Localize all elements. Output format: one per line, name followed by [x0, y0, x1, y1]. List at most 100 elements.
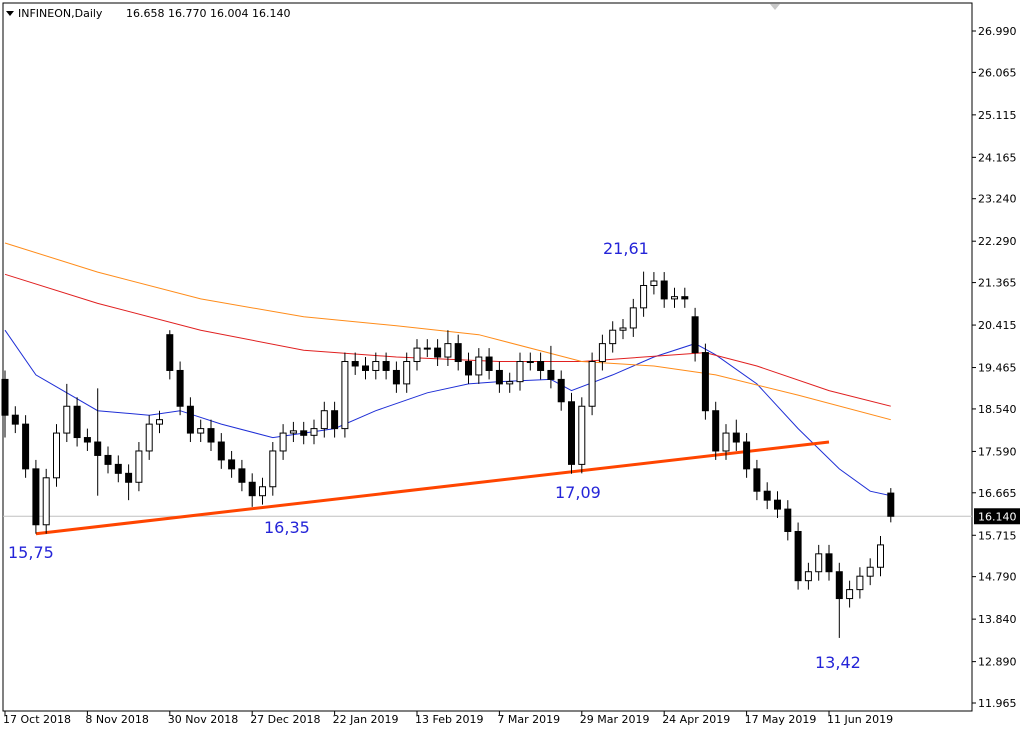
annotation: 15,75 — [8, 543, 54, 562]
candle-body — [228, 459, 236, 470]
x-tick-label: 17 May 2019 — [745, 713, 817, 726]
candle-body — [619, 327, 627, 331]
candle-body — [114, 463, 122, 474]
candle-body — [320, 410, 328, 430]
candle-body — [495, 369, 503, 385]
candle-body — [22, 423, 30, 470]
menu-arrow[interactable] — [6, 11, 14, 16]
candle-body — [804, 571, 812, 582]
candle-body — [176, 369, 184, 407]
candle-body — [166, 334, 174, 371]
candle-body — [629, 307, 637, 329]
candle-body — [392, 369, 400, 385]
candle-body — [104, 454, 112, 465]
candle-body — [568, 401, 575, 465]
y-tick-label: 14.790 — [978, 571, 1017, 584]
candle-body — [341, 361, 349, 430]
candle-body — [866, 566, 874, 577]
annotation: 13,42 — [815, 653, 861, 672]
candle-body — [691, 316, 699, 354]
candle-body — [434, 347, 442, 358]
candle-body — [1, 378, 9, 416]
candle-body — [846, 589, 854, 600]
candle-body — [217, 441, 225, 461]
x-tick-label: 24 Apr 2019 — [662, 713, 730, 726]
candle-body — [598, 343, 606, 363]
moving-average — [4, 242, 891, 421]
candle-body — [825, 553, 833, 573]
candle-body — [465, 361, 472, 376]
candle-body — [794, 530, 802, 582]
candle-body — [83, 437, 91, 443]
y-tick-label: 18.540 — [978, 403, 1017, 416]
candle-body — [269, 450, 277, 488]
candle-body — [640, 284, 648, 309]
annotation: 17,09 — [555, 483, 601, 502]
candle-body — [722, 432, 730, 452]
x-tick-label: 8 Nov 2018 — [85, 713, 148, 726]
candle-body — [557, 378, 565, 403]
y-tick-label: 13.840 — [978, 613, 1017, 626]
candle-body — [300, 430, 308, 436]
candle-body — [145, 423, 153, 452]
y-tick-label: 15.715 — [978, 529, 1017, 542]
last-price-box — [974, 508, 1020, 525]
candle-body — [526, 361, 534, 364]
candle-body — [125, 472, 133, 483]
y-tick-label: 21.365 — [978, 277, 1017, 290]
candle-body — [660, 280, 668, 300]
x-tick-label: 17 Oct 2018 — [3, 713, 71, 726]
moving-average — [4, 273, 891, 407]
candle-body — [784, 508, 792, 532]
shift-marker — [770, 4, 780, 10]
candle-body — [877, 544, 884, 568]
candle-body — [681, 296, 689, 300]
candle-body — [310, 428, 318, 436]
quote: 16.658 16.770 16.004 16.140 — [126, 7, 290, 20]
candle-body — [774, 499, 781, 510]
candle-body — [671, 296, 678, 300]
candle-body — [372, 361, 380, 371]
candle-body — [701, 352, 709, 412]
candle-body — [351, 361, 359, 367]
candle-body — [650, 280, 658, 286]
x-tick-label: 13 Feb 2019 — [415, 713, 483, 726]
candle-body — [444, 343, 452, 358]
candle-body — [485, 356, 493, 371]
candle-body — [73, 405, 81, 439]
candle-body — [423, 347, 431, 350]
y-tick-label: 11.965 — [978, 697, 1017, 710]
y-tick-label: 22.290 — [978, 235, 1017, 248]
y-tick-label: 20.415 — [978, 319, 1017, 332]
candle-body — [609, 329, 617, 345]
candle-body — [413, 347, 421, 363]
y-tick-label: 26.990 — [978, 25, 1017, 38]
candle-body — [887, 492, 895, 517]
x-tick-label: 29 Mar 2019 — [580, 713, 650, 726]
x-tick-label: 22 Jan 2019 — [333, 713, 399, 726]
candle-body — [454, 343, 462, 363]
candle-body — [53, 432, 60, 479]
y-tick-label: 23.240 — [978, 193, 1017, 206]
candle-body — [156, 419, 163, 425]
candle-body — [516, 361, 524, 383]
candle-body — [186, 405, 194, 434]
candle-body — [207, 428, 215, 443]
y-tick-label: 16.665 — [978, 487, 1017, 500]
candle-body — [403, 361, 411, 385]
candle-body — [32, 468, 40, 526]
last-price-label: 16.140 — [978, 510, 1017, 523]
candle-body — [506, 381, 514, 385]
candle-body — [289, 430, 297, 434]
x-tick-label: 11 Jun 2019 — [827, 713, 893, 726]
candle-body — [835, 571, 843, 600]
candle-body — [588, 361, 596, 407]
candle-body — [11, 414, 19, 425]
candle-body — [475, 356, 483, 376]
candle-body — [763, 490, 771, 501]
candle-body — [382, 361, 390, 371]
candle-body — [362, 365, 369, 371]
candle-body — [753, 468, 761, 492]
y-tick-label: 24.165 — [978, 151, 1017, 164]
